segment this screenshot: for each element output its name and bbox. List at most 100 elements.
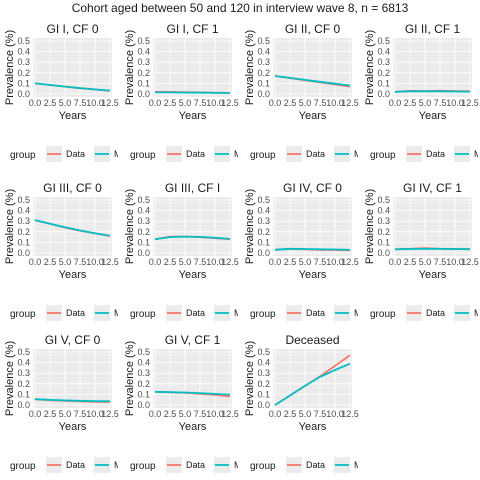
legend-title: group bbox=[130, 150, 156, 161]
x-axis-label: Years bbox=[59, 421, 87, 433]
x-tick-label: 2.5 bbox=[44, 409, 57, 419]
x-tick-label: 7.5 bbox=[194, 409, 207, 419]
y-tick-label: 0.5 bbox=[137, 36, 150, 46]
y-tick-label: 0.0 bbox=[137, 248, 150, 258]
legend-label-model: Model bbox=[354, 308, 379, 318]
x-axis-label: Years bbox=[179, 110, 207, 122]
x-tick-label: 10.0 bbox=[86, 257, 104, 267]
y-tick-label: 0.2 bbox=[137, 227, 150, 237]
x-tick-label: 5.0 bbox=[179, 409, 192, 419]
y-axis-label: Prevalence (%) bbox=[244, 189, 256, 264]
y-tick-label: 0.1 bbox=[257, 78, 270, 88]
legend-title: group bbox=[130, 461, 156, 472]
y-axis-label: Prevalence (%) bbox=[244, 341, 256, 416]
panel-title: GI V, CF 0 bbox=[45, 333, 101, 347]
y-tick-label: 0.5 bbox=[257, 347, 270, 357]
x-tick-label: 10.0 bbox=[446, 257, 464, 267]
y-axis-label: Prevalence (%) bbox=[364, 30, 376, 105]
legend-label-data: Data bbox=[66, 308, 85, 318]
y-tick-label: 0.3 bbox=[137, 216, 150, 226]
y-tick-label: 0.5 bbox=[257, 195, 270, 205]
x-tick-label: 0.0 bbox=[29, 409, 42, 419]
legend-title: group bbox=[370, 309, 396, 320]
panel-title: GI I, CF 0 bbox=[46, 22, 98, 36]
x-tick-label: 0.0 bbox=[149, 409, 162, 419]
legend: group Data Model bbox=[10, 457, 139, 473]
legend-label-data: Data bbox=[306, 460, 325, 470]
series-line-model bbox=[34, 219, 111, 237]
x-tick-label: 5.0 bbox=[59, 98, 72, 108]
y-tick-label: 0.0 bbox=[137, 89, 150, 99]
series-line-model bbox=[34, 398, 111, 403]
x-tick-label: 0.0 bbox=[269, 409, 282, 419]
legend-label-model: Model bbox=[474, 308, 480, 318]
x-tick-label: 2.5 bbox=[404, 98, 417, 108]
y-tick-label: 0.1 bbox=[17, 237, 30, 247]
y-tick-label: 0.3 bbox=[257, 216, 270, 226]
y-tick-label: 0.2 bbox=[17, 227, 30, 237]
legend: group Data Model bbox=[130, 146, 238, 162]
x-axis-label: Years bbox=[59, 269, 87, 281]
x-tick-label: 7.5 bbox=[314, 409, 327, 419]
x-axis-label: Years bbox=[419, 269, 447, 281]
legend-label-data: Data bbox=[66, 149, 85, 159]
y-tick-label: 0.4 bbox=[17, 358, 30, 368]
panel-title: GI II, CF 0 bbox=[285, 22, 341, 36]
panel-9: GI V, CF 00.00.10.20.30.40.50.0 2.5 5.0 7.5… bbox=[4, 333, 139, 473]
y-tick-label: 0.0 bbox=[257, 400, 270, 410]
legend: group Data Model bbox=[130, 305, 259, 321]
y-tick-label: 0.4 bbox=[17, 206, 30, 216]
y-tick-label: 0.1 bbox=[377, 78, 390, 88]
legend-label-model: Model bbox=[354, 149, 379, 159]
y-tick-label: 0.0 bbox=[257, 89, 270, 99]
legend-title: group bbox=[10, 309, 36, 320]
legend-title: group bbox=[370, 150, 396, 161]
legend-label-model: Model bbox=[114, 460, 139, 470]
legend: group Data Model bbox=[250, 305, 379, 321]
x-tick-label: 7.5 bbox=[74, 98, 87, 108]
x-tick-label: 7.5 bbox=[194, 98, 207, 108]
x-tick-label: 10.0 bbox=[206, 409, 224, 419]
panel-title: Deceased bbox=[285, 333, 339, 347]
legend-label-model: Model bbox=[234, 308, 259, 318]
legend-title: group bbox=[10, 150, 36, 161]
y-tick-label: 0.4 bbox=[137, 206, 150, 216]
panel-7: GI IV, CF 00.00.10.20.30.40.50.0 2.5 5.0 7.… bbox=[244, 181, 379, 321]
x-tick-label: 7.5 bbox=[194, 257, 207, 267]
x-tick-label: 5.0 bbox=[179, 98, 192, 108]
y-tick-label: 0.2 bbox=[377, 68, 390, 78]
x-tick-label: 12.5 bbox=[341, 98, 359, 108]
plot-background bbox=[273, 197, 352, 256]
x-tick-label: 12.5 bbox=[341, 257, 359, 267]
x-tick-label: 12.5 bbox=[221, 98, 239, 108]
panel-title: GI II, CF 1 bbox=[405, 22, 461, 36]
legend-label-model: Model bbox=[234, 460, 259, 470]
series-line-model bbox=[154, 235, 231, 241]
y-tick-label: 0.5 bbox=[137, 347, 150, 357]
y-tick-label: 0.3 bbox=[257, 368, 270, 378]
x-tick-label: 2.5 bbox=[284, 257, 297, 267]
legend-label-data: Data bbox=[426, 149, 445, 159]
y-tick-label: 0.0 bbox=[17, 248, 30, 258]
y-tick-label: 0.4 bbox=[137, 47, 150, 57]
panel-5: GI III, CF 00.00.10.20.30.40.50.0 2.5 5.0 7… bbox=[4, 181, 119, 321]
x-axis-label: Years bbox=[179, 269, 207, 281]
panel-title: GI V, CF 1 bbox=[165, 333, 221, 347]
x-tick-label: 7.5 bbox=[314, 257, 327, 267]
series-line-model bbox=[394, 247, 471, 251]
panel-title: GI IV, CF 0 bbox=[283, 181, 342, 195]
y-tick-label: 0.2 bbox=[17, 68, 30, 78]
y-tick-label: 0.0 bbox=[377, 248, 390, 258]
y-tick-label: 0.1 bbox=[257, 389, 270, 399]
x-axis-label: Years bbox=[179, 421, 207, 433]
legend: group Data Model bbox=[10, 146, 118, 162]
panel-title: GI I, CF 1 bbox=[166, 22, 218, 36]
legend: group Data Model bbox=[370, 146, 478, 162]
legend-title: group bbox=[130, 309, 156, 320]
panel-8: GI IV, CF 10.00.10.20.30.40.50.0 2.5 5.0 7.… bbox=[364, 181, 480, 321]
y-tick-label: 0.5 bbox=[17, 347, 30, 357]
x-tick-label: 5.0 bbox=[419, 98, 432, 108]
panel-title: GI IV, CF 1 bbox=[403, 181, 462, 195]
